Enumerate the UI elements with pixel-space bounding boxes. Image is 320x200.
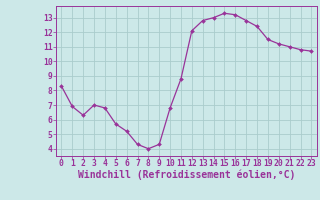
X-axis label: Windchill (Refroidissement éolien,°C): Windchill (Refroidissement éolien,°C) <box>78 170 295 180</box>
